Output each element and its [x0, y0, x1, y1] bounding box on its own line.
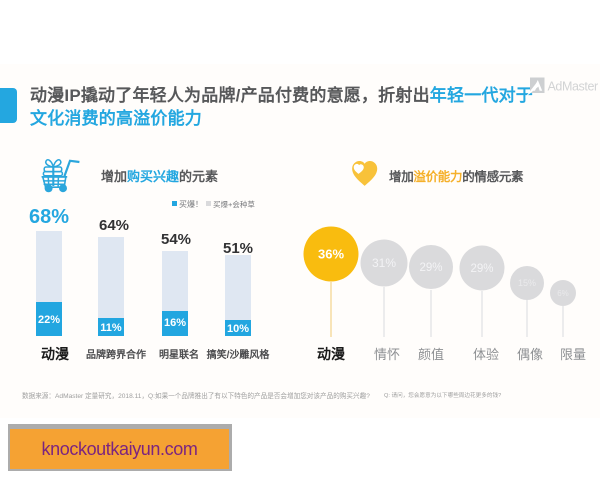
svg-text:15%: 15%: [518, 278, 536, 288]
svg-text:29%: 29%: [470, 263, 493, 275]
svg-text:AdMaster: AdMaster: [548, 80, 599, 94]
svg-text:36%: 36%: [318, 247, 344, 262]
svg-text:29%: 29%: [419, 262, 442, 274]
svg-text:6%: 6%: [557, 289, 569, 298]
svg-text:31%: 31%: [372, 256, 396, 270]
